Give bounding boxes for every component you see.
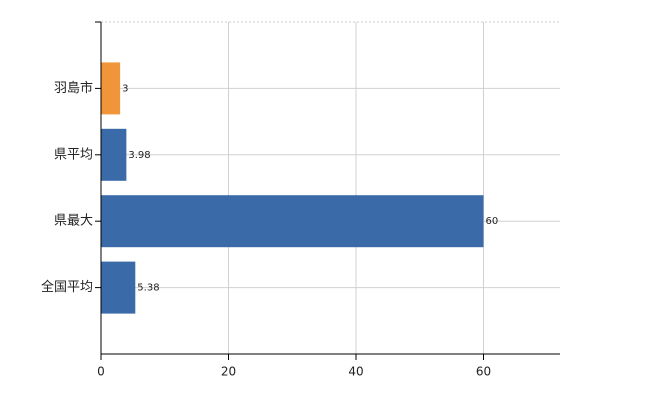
y-tick-label: 羽島市 — [54, 80, 93, 96]
y-tick-label: 全国平均 — [41, 279, 93, 295]
x-tick-label: 40 — [348, 365, 363, 379]
bar — [101, 128, 127, 181]
value-label: 3 — [122, 83, 128, 94]
bar — [101, 62, 121, 115]
value-label: 3.98 — [128, 150, 150, 161]
bar — [101, 261, 136, 314]
y-tick-label: 県最大 — [54, 214, 93, 229]
x-tick-label: 60 — [476, 365, 491, 379]
value-label: 5.38 — [137, 283, 159, 294]
value-label: 60 — [486, 216, 499, 227]
bar — [101, 195, 484, 248]
x-tick-label: 20 — [221, 365, 236, 379]
x-tick-label: 0 — [97, 365, 105, 379]
y-tick-label: 県平均 — [54, 147, 93, 162]
